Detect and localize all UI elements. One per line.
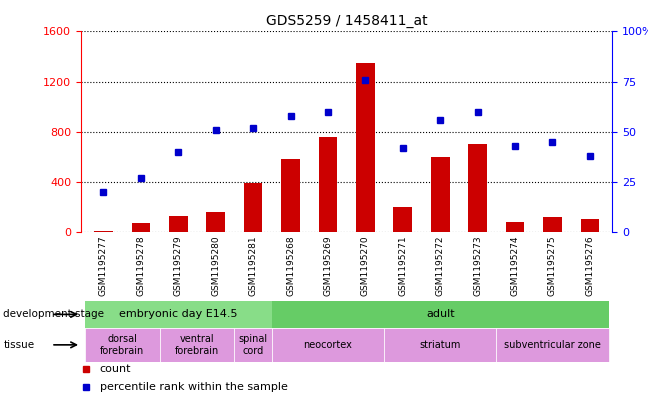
Bar [505, 222, 524, 232]
Bar [272, 301, 608, 328]
Title: GDS5259 / 1458411_at: GDS5259 / 1458411_at [266, 14, 428, 28]
Bar [132, 223, 150, 232]
Text: GSM1195268: GSM1195268 [286, 235, 295, 296]
Text: GSM1195271: GSM1195271 [399, 235, 408, 296]
Text: tissue: tissue [3, 340, 34, 350]
Text: GSM1195270: GSM1195270 [361, 235, 370, 296]
Text: GSM1195273: GSM1195273 [473, 235, 482, 296]
Bar [244, 183, 262, 232]
Text: GSM1195269: GSM1195269 [323, 235, 332, 296]
Bar [384, 328, 496, 362]
Text: count: count [100, 364, 131, 375]
Bar [94, 231, 113, 232]
Bar [469, 144, 487, 232]
Text: neocortex: neocortex [303, 340, 353, 350]
Bar [581, 219, 599, 232]
Bar [159, 328, 235, 362]
Text: GSM1195274: GSM1195274 [511, 235, 520, 296]
Bar [169, 216, 188, 232]
Bar [356, 63, 375, 232]
Text: GSM1195281: GSM1195281 [249, 235, 258, 296]
Bar [235, 328, 272, 362]
Bar [319, 137, 338, 232]
Bar [281, 159, 300, 232]
Text: GSM1195280: GSM1195280 [211, 235, 220, 296]
Bar [85, 328, 159, 362]
Text: striatum: striatum [419, 340, 461, 350]
Bar [393, 207, 412, 232]
Text: GSM1195277: GSM1195277 [99, 235, 108, 296]
Text: GSM1195272: GSM1195272 [435, 235, 445, 296]
Text: development stage: development stage [3, 309, 104, 320]
Text: ventral
forebrain: ventral forebrain [175, 334, 219, 356]
Bar [85, 301, 272, 328]
Bar [431, 157, 450, 232]
Text: percentile rank within the sample: percentile rank within the sample [100, 382, 288, 392]
Text: GSM1195278: GSM1195278 [136, 235, 145, 296]
Bar [543, 217, 562, 232]
Text: GSM1195276: GSM1195276 [585, 235, 594, 296]
Text: dorsal
forebrain: dorsal forebrain [100, 334, 145, 356]
Text: spinal
cord: spinal cord [238, 334, 268, 356]
Text: GSM1195275: GSM1195275 [548, 235, 557, 296]
Text: subventricular zone: subventricular zone [504, 340, 601, 350]
Text: GSM1195279: GSM1195279 [174, 235, 183, 296]
Bar [496, 328, 608, 362]
Text: embryonic day E14.5: embryonic day E14.5 [119, 309, 238, 320]
Bar [272, 328, 384, 362]
Text: adult: adult [426, 309, 454, 320]
Bar [206, 212, 225, 232]
